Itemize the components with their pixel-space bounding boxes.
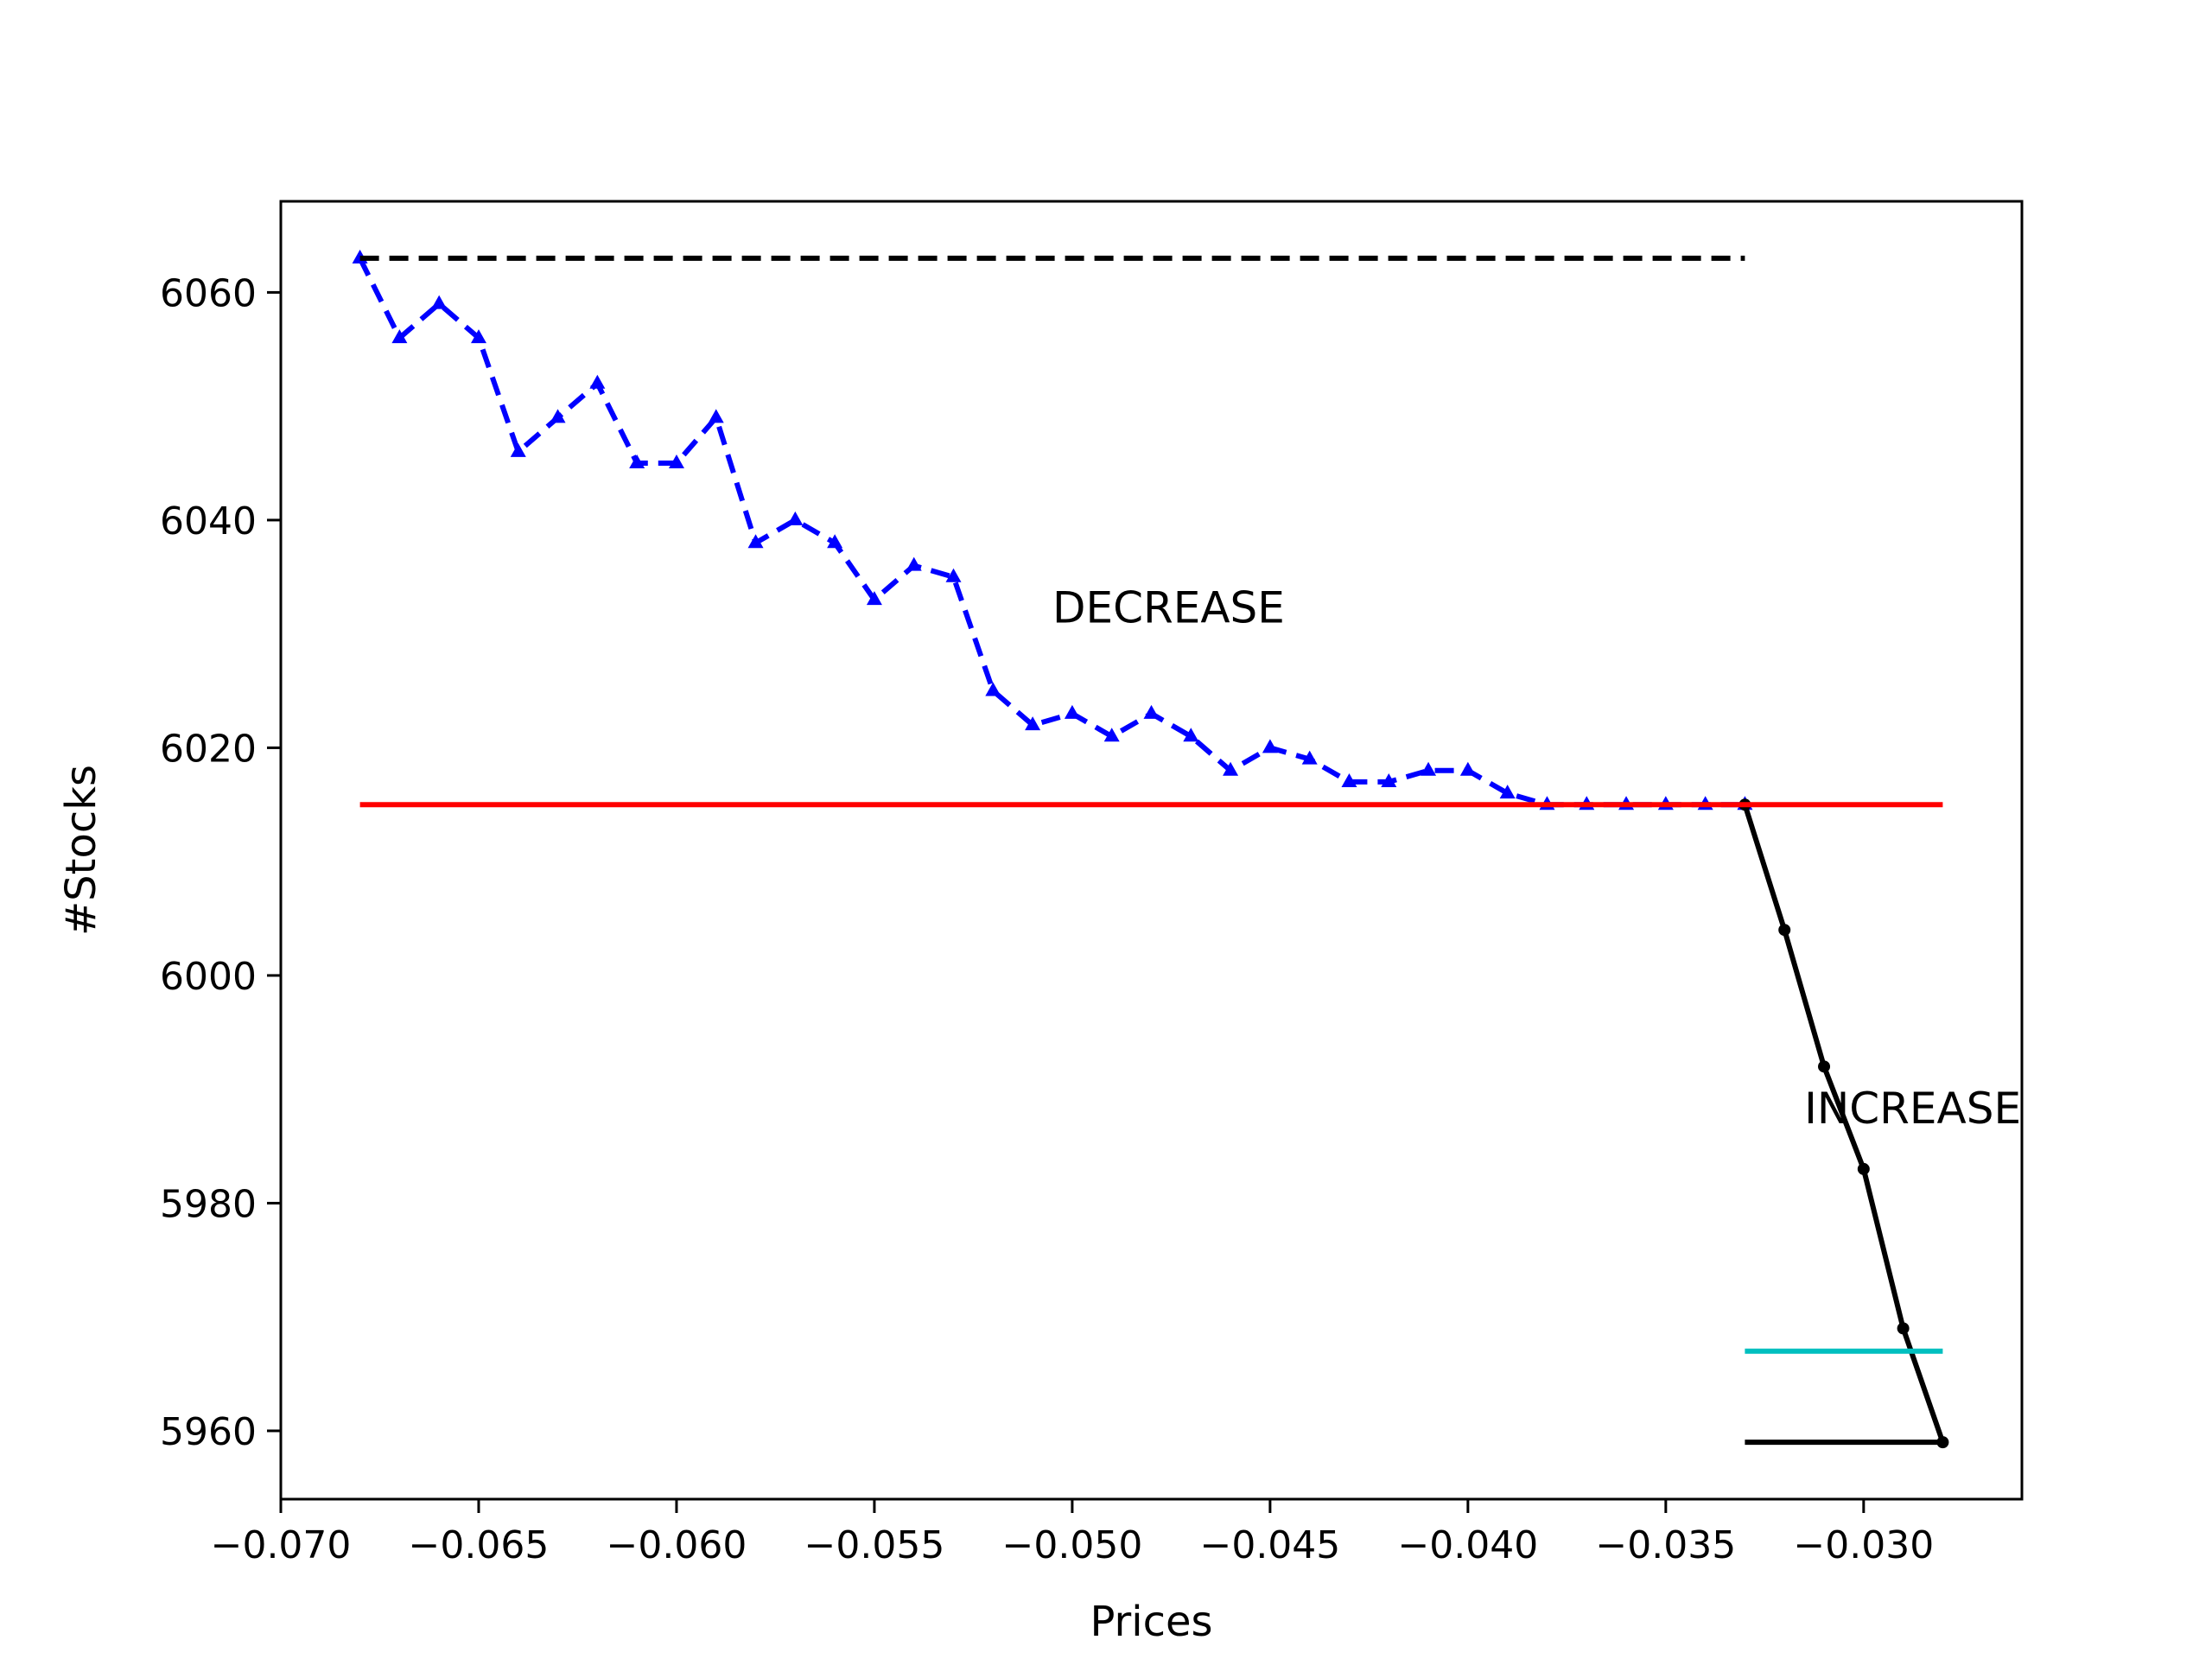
y-axis-label: #Stocks <box>57 765 105 936</box>
x-tick-label: −0.055 <box>804 1523 945 1567</box>
series-1-point <box>1936 1436 1949 1449</box>
x-tick-label: −0.035 <box>1595 1523 1736 1567</box>
plot-area <box>352 249 1949 1449</box>
series-0-point <box>985 682 1001 696</box>
y-tick-label: 6040 <box>160 499 257 543</box>
series-1-point <box>1857 1162 1870 1175</box>
x-tick-label: −0.060 <box>607 1523 747 1567</box>
x-tick-label: −0.065 <box>409 1523 550 1567</box>
series-0-point <box>1025 716 1041 731</box>
series-0-point <box>550 409 566 423</box>
x-tick-label: −0.050 <box>1001 1523 1142 1567</box>
series-0-point <box>1183 728 1199 742</box>
y-tick-label: 5960 <box>160 1410 257 1454</box>
series-0-point <box>708 409 724 423</box>
series-0-point <box>1381 772 1397 787</box>
x-tick-label: −0.045 <box>1199 1523 1340 1567</box>
y-tick-label: 6020 <box>160 727 257 771</box>
series-0-point <box>747 534 764 549</box>
series-0-point <box>827 534 843 549</box>
plot-frame <box>279 200 2024 1501</box>
series-0-point <box>1223 761 1239 776</box>
annotation-label: DECREASE <box>1052 582 1285 632</box>
annotations: DECREASE INCREASE <box>1052 582 2021 1134</box>
y-tick-label: 6000 <box>160 955 257 999</box>
series-1-point <box>1778 924 1791 937</box>
annotation-label: INCREASE <box>1804 1084 2021 1134</box>
y-axis: 5960 5980 6000 6020 6040 6060 <box>160 271 281 1454</box>
series-0-point <box>431 295 448 309</box>
y-tick-label: 6060 <box>160 271 257 315</box>
x-tick-label: −0.030 <box>1793 1523 1934 1567</box>
series-0-point <box>629 454 645 469</box>
series-0-point <box>1499 785 1516 799</box>
y-tick-label: 5980 <box>160 1182 257 1226</box>
series-0-point <box>945 568 962 582</box>
series-0-point <box>866 591 882 606</box>
series-0-point <box>1064 704 1080 719</box>
series-0-point <box>668 454 684 469</box>
series-0-point <box>1103 728 1120 742</box>
series-0-point <box>1301 750 1318 765</box>
series-0-point <box>1341 772 1357 787</box>
series-0-point <box>391 329 408 344</box>
series-0-point <box>470 329 486 344</box>
series-line-0 <box>357 257 1745 808</box>
x-axis: −0.070 −0.065 −0.060 −0.055 −0.050 −0.045 −0.0… <box>211 1499 1934 1567</box>
x-axis-label: Prices <box>1090 1598 1212 1646</box>
series-0-point <box>787 511 804 525</box>
series-1-point <box>1818 1060 1831 1073</box>
series-0-point <box>1421 761 1437 776</box>
series-0-point <box>906 556 922 571</box>
series-line-1 <box>1742 804 1946 1444</box>
series-0-point <box>1262 739 1278 753</box>
series-1-point <box>1897 1322 1910 1335</box>
series-0-point <box>589 374 606 389</box>
x-tick-label: −0.040 <box>1397 1523 1538 1567</box>
series-0-point <box>510 442 526 457</box>
series-0-point <box>1143 704 1160 719</box>
x-tick-label: −0.070 <box>211 1523 352 1567</box>
series-0-point <box>1459 761 1476 776</box>
